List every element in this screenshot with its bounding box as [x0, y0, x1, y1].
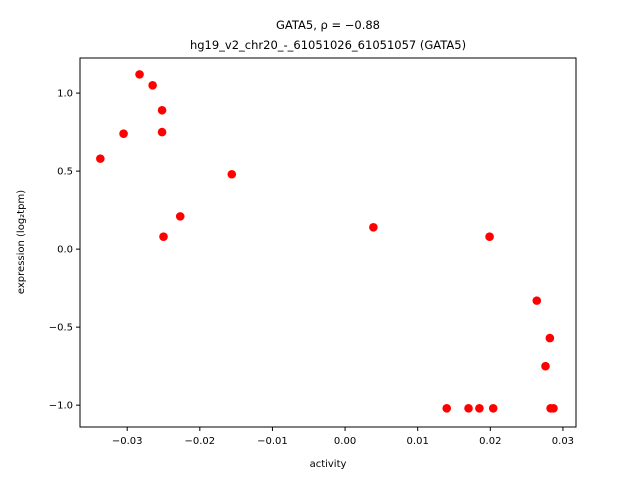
data-point [532, 296, 542, 305]
x-tick-label: −0.03 [112, 436, 143, 447]
y-axis-ticks: −1.0 −0.5 0.0 0.5 1.0 [49, 89, 80, 412]
data-point [159, 232, 168, 241]
chart-title-line-1: GATA5, ρ = −0.88 [276, 18, 380, 32]
x-tick-label: 0.03 [552, 436, 574, 447]
y-axis-label: expression (log₂tpm) [16, 190, 27, 294]
x-axis-label: activity [310, 459, 347, 470]
data-point [488, 403, 498, 413]
plot-frame [79, 57, 577, 428]
data-point [119, 129, 128, 138]
y-tick-label: 0.5 [57, 167, 73, 178]
data-point [175, 212, 185, 221]
data-point [157, 127, 167, 137]
x-tick-label: −0.01 [257, 436, 288, 447]
x-tick-label: −0.02 [184, 436, 215, 447]
x-axis-ticks: −0.03 −0.02 −0.01 0.00 0.01 0.02 0.03 [112, 427, 574, 447]
data-point [227, 169, 237, 179]
y-tick-label: −1.0 [49, 401, 73, 412]
data-point [485, 232, 494, 241]
data-point [157, 105, 167, 115]
data-points [96, 70, 558, 413]
data-point [549, 403, 558, 413]
y-tick-label: 0.0 [57, 245, 73, 256]
y-tick-label: 1.0 [57, 89, 73, 100]
y-tick-label: −0.5 [49, 323, 73, 334]
data-point [442, 403, 452, 413]
x-tick-label: 0.00 [334, 436, 356, 447]
data-point [96, 154, 105, 163]
chart-title-line-2: hg19_v2_chr20_-_61051026_61051057 (GATA5… [190, 38, 466, 52]
data-point [545, 333, 555, 343]
x-tick-label: 0.01 [407, 436, 429, 447]
data-point [475, 403, 484, 413]
data-point [541, 361, 550, 371]
data-point [464, 403, 473, 413]
data-point [148, 81, 157, 90]
x-tick-label: 0.02 [479, 436, 501, 447]
data-point [135, 70, 144, 79]
data-point [369, 222, 378, 232]
